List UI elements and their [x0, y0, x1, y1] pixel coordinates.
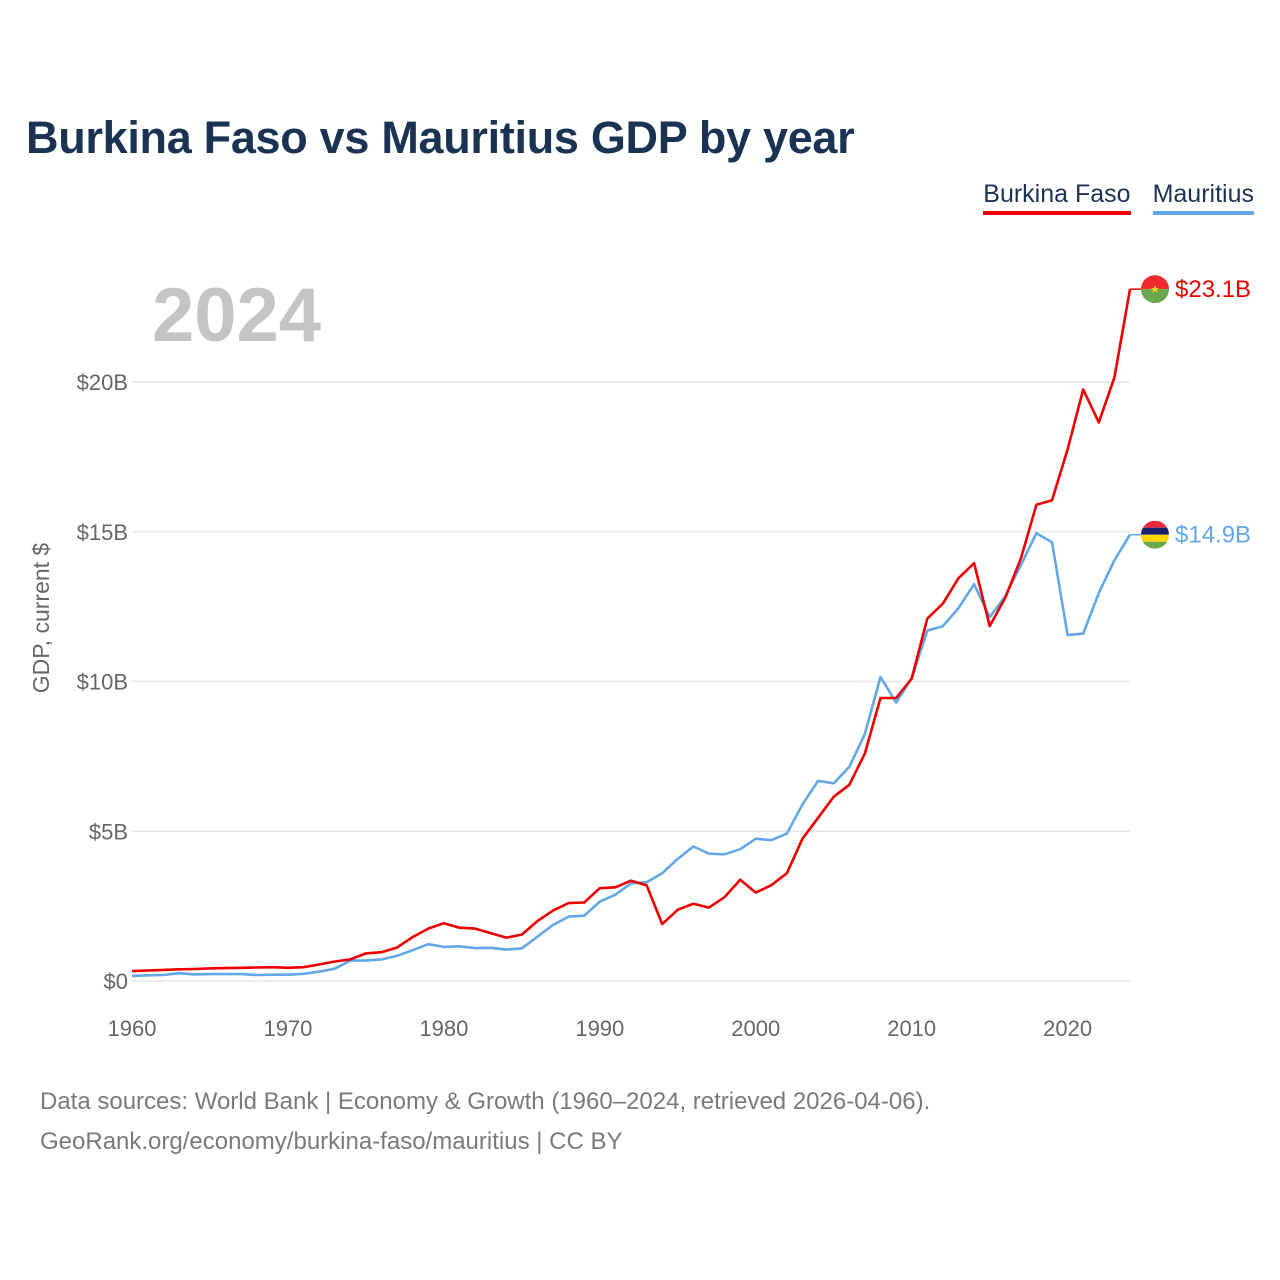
x-tick-label: 1980	[419, 1016, 468, 1041]
series-line-burkina-faso	[131, 288, 1132, 973]
y-tick-label: $5B	[89, 819, 128, 844]
end-value-label: $23.1B	[1175, 276, 1251, 303]
footer-sources: Data sources: World Bank | Economy & Gro…	[40, 1088, 931, 1115]
x-axis-ticks: 1960 1970 1980 1990 2000 2010 2020	[108, 1016, 1093, 1041]
footer: Data sources: World Bank | Economy & Gro…	[40, 1082, 930, 1162]
x-tick-label: 2010	[887, 1016, 936, 1041]
burkina-faso-flag-icon	[1141, 275, 1169, 304]
end-markers: $23.1B $14.9B	[1130, 275, 1251, 549]
x-tick-label: 1960	[108, 1016, 157, 1041]
legend: Burkina Faso Mauritius	[983, 180, 1254, 215]
y-tick-label: $15B	[77, 520, 128, 545]
legend-item-mauritius[interactable]: Mauritius	[1152, 180, 1254, 215]
y-axis-ticks: $0 $5B $10B $15B $20B	[77, 370, 128, 994]
legend-item-burkina-faso[interactable]: Burkina Faso	[983, 180, 1131, 215]
series-lines	[131, 288, 1132, 978]
x-tick-label: 2020	[1043, 1016, 1092, 1041]
y-axis-label: GDP, current $	[28, 543, 54, 694]
x-tick-label: 1990	[575, 1016, 624, 1041]
grid-lines	[132, 381, 1130, 982]
current-year-label: 2024	[152, 273, 322, 358]
footer-link[interactable]: GeoRank.org/economy/burkina-faso/mauriti…	[40, 1128, 623, 1155]
y-tick-label: $10B	[77, 670, 128, 695]
chart-title: Burkina Faso vs Mauritius GDP by year	[26, 112, 855, 163]
y-tick-label: $0	[104, 969, 128, 994]
x-tick-label: 2000	[731, 1016, 780, 1041]
end-value-label: $14.9B	[1175, 522, 1251, 549]
gdp-line-chart: $0 $5B $10B $15B $20B 1960 1970 1980 1990 2000 20…	[28, 275, 1251, 1041]
x-tick-label: 1970	[263, 1016, 312, 1041]
series-line-mauritius	[131, 531, 1132, 978]
mauritius-flag-icon	[1141, 520, 1169, 549]
y-tick-label: $20B	[77, 370, 128, 395]
